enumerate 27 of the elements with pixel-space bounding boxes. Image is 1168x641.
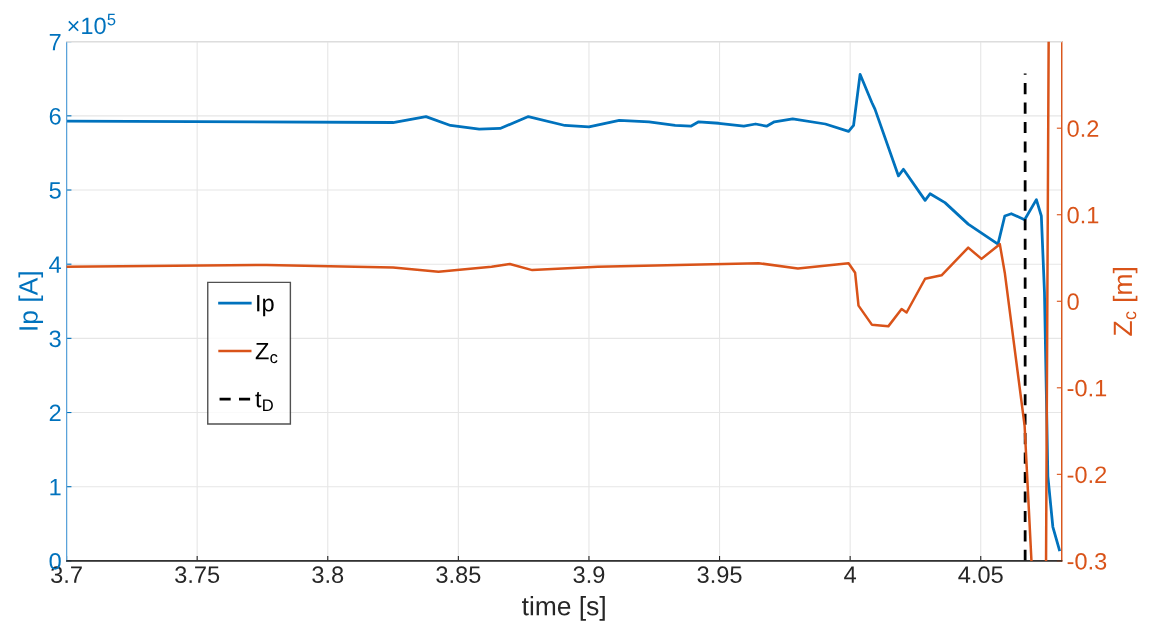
y2-tick-label: -0.2 — [1067, 466, 1107, 484]
y-tick-label: 7 — [49, 33, 61, 51]
x-tick-label: 4.05 — [958, 566, 1003, 584]
text: ×10$^{5}$ — [68, 13, 116, 35]
y-tick-label: 3 — [49, 330, 61, 348]
y-tick-label: 4 — [49, 256, 62, 273]
x-axis-title: time [s] — [522, 596, 605, 621]
x-tick-label: 3.9 — [573, 566, 605, 584]
y-tick-label: 1 — [50, 479, 61, 496]
legend-label: t$_{D}$ — [255, 391, 273, 411]
y2-tick-label: 0.1 — [1067, 206, 1099, 224]
y2-tick-label: 0 — [1067, 293, 1079, 311]
x-tick-label: 3.8 — [312, 566, 344, 584]
y-tick-label: 5 — [49, 182, 61, 199]
y-axis-title: Ip [A] — [18, 272, 44, 330]
x-tick-label: 3.95 — [697, 566, 742, 584]
y2-axis-title: Z$_{c}$ [m] — [1112, 268, 1138, 336]
x-tick-label: 3.85 — [436, 566, 481, 584]
x-tick-label: 3.75 — [175, 566, 220, 584]
legend-label: Z$_{c}$ — [255, 343, 278, 364]
y-tick-label: 6 — [49, 107, 61, 125]
legend-label: Ip — [257, 295, 274, 317]
y2-tick-label: -0.3 — [1067, 552, 1107, 570]
y-tick-label: 2 — [49, 404, 61, 422]
x-tick-label: 4 — [844, 566, 857, 583]
y2-tick-label: -0.1 — [1067, 379, 1107, 397]
y2-tick-label: 0.2 — [1067, 120, 1099, 137]
